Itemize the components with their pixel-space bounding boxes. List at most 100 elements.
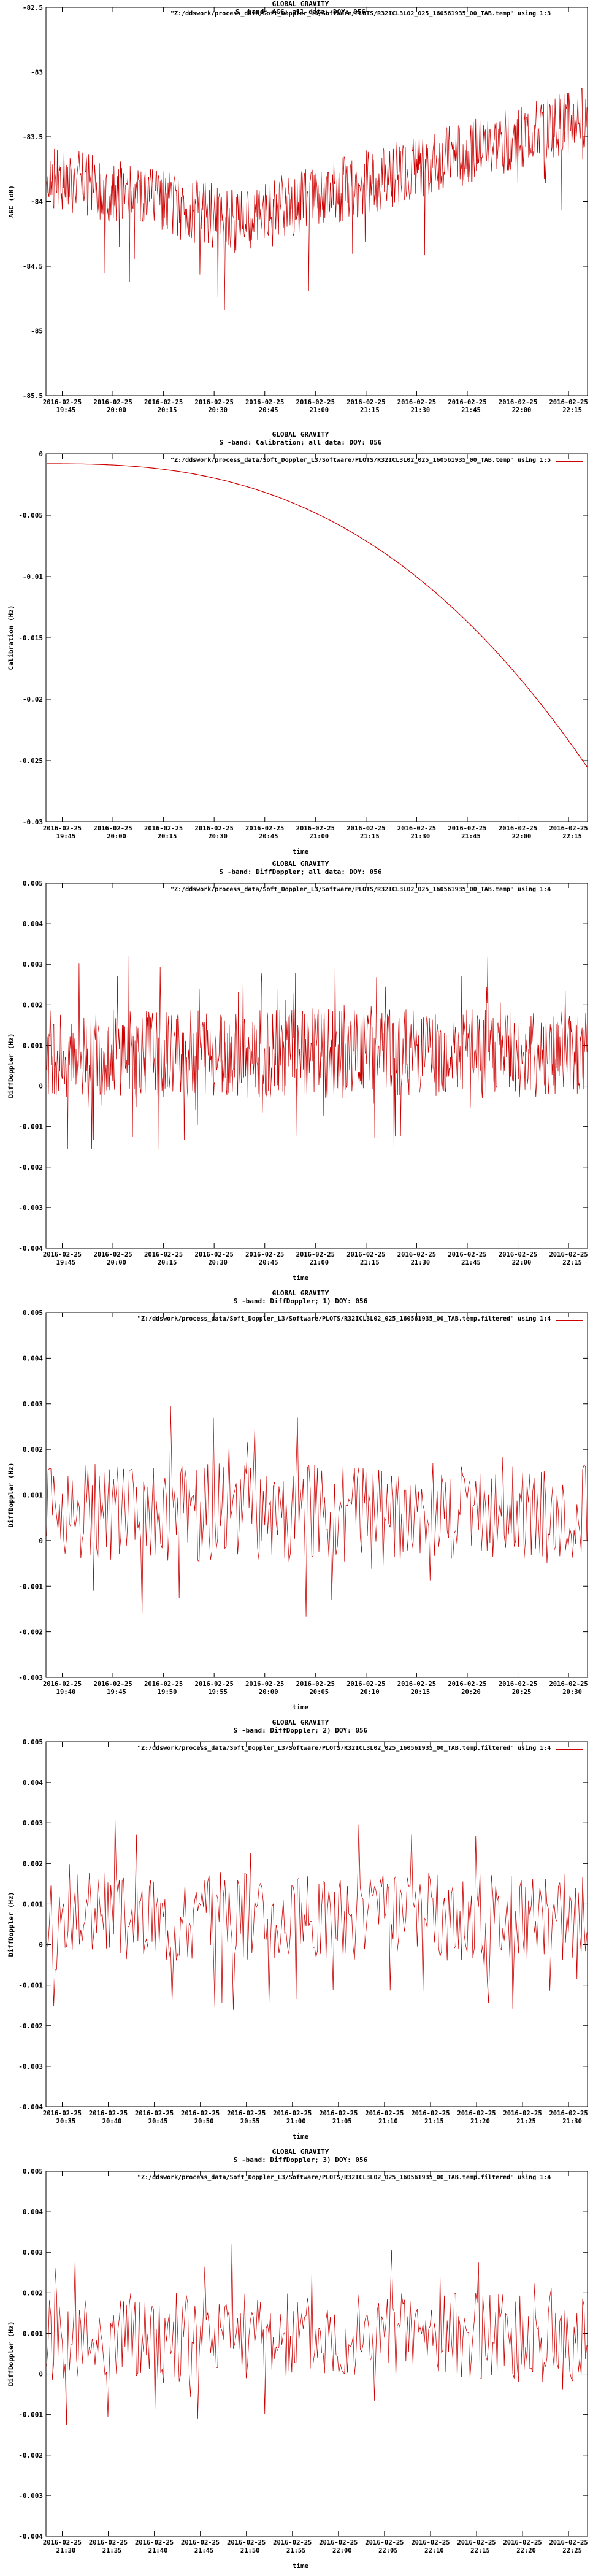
legend-entry: "Z:/ddswork/process_data/Soft_Doppler_L3… xyxy=(170,886,551,893)
x-tick-label: 2016-02-25 xyxy=(296,825,335,832)
y-tick-label: -0.002 xyxy=(18,1628,43,1636)
x-tick-label-time: 21:15 xyxy=(360,1259,380,1267)
y-tick-label: 0.004 xyxy=(23,1779,43,1787)
y-tick-label: 0.001 xyxy=(23,1492,43,1500)
y-tick-label: 0 xyxy=(39,450,43,458)
x-tick-label: 2016-02-25 xyxy=(346,825,385,832)
x-tick-label-time: 21:30 xyxy=(411,407,431,414)
y-tick-label: -0.004 xyxy=(18,1244,43,1252)
x-tick-label: 2016-02-25 xyxy=(448,825,486,832)
x-tick-label-time: 20:55 xyxy=(240,2118,260,2125)
x-tick-label-time: 20:45 xyxy=(259,407,278,414)
x-tick-label-time: 19:45 xyxy=(107,1689,126,1696)
x-tick-label-time: 22:15 xyxy=(562,407,582,414)
y-axis-label: DiffDoppler (Hz) xyxy=(7,2321,15,2386)
chart-title: GLOBAL GRAVITY xyxy=(272,860,329,868)
legend-entry: "Z:/ddswork/process_data/Soft_Doppler_L3… xyxy=(137,1316,551,1322)
x-tick-label-time: 22:15 xyxy=(562,833,582,840)
x-tick-label-time: 20:45 xyxy=(259,833,278,840)
chart-subtitle: S -band: DiffDoppler; 3) DOY: 056 xyxy=(233,2156,368,2164)
x-tick-label-time: 20:00 xyxy=(107,833,126,840)
x-tick-label-time: 21:10 xyxy=(378,2118,398,2125)
x-tick-label: 2016-02-25 xyxy=(245,825,284,832)
x-tick-label: 2016-02-25 xyxy=(549,2539,588,2547)
x-tick-label: 2016-02-25 xyxy=(397,1681,436,1688)
legend-entry: "Z:/ddswork/process_data/Soft_Doppler_L3… xyxy=(137,1745,551,1752)
x-tick-label: 2016-02-25 xyxy=(549,399,588,406)
y-tick-label: -0.003 xyxy=(18,2492,43,2500)
x-tick-label-time: 20:45 xyxy=(259,1259,278,1267)
y-tick-label: 0.003 xyxy=(23,1819,43,1827)
legend-line xyxy=(556,1749,583,1750)
x-tick-label: 2016-02-25 xyxy=(195,399,234,406)
y-tick-label: 0.002 xyxy=(23,1446,43,1454)
x-tick-label-time: 20:00 xyxy=(259,1689,278,1696)
x-tick-label-time: 21:45 xyxy=(194,2547,214,2555)
y-tick-label: -83.5 xyxy=(23,133,43,141)
x-tick-label: 2016-02-25 xyxy=(43,2110,82,2117)
y-tick-label: -0.002 xyxy=(18,2022,43,2030)
plot-frame xyxy=(45,1741,588,2107)
legend-entry: "Z:/ddswork/process_data/Soft_Doppler_L3… xyxy=(137,2174,551,2181)
x-tick-label: 2016-02-25 xyxy=(365,2110,404,2117)
series-line xyxy=(46,1819,588,2010)
chart-title: GLOBAL GRAVITY xyxy=(272,431,329,439)
y-tick-label: -84.5 xyxy=(23,263,43,270)
x-tick-label-time: 19:45 xyxy=(56,1259,76,1267)
y-tick-label: 0.005 xyxy=(23,880,43,887)
x-tick-label: 2016-02-25 xyxy=(346,399,385,406)
x-tick-label-time: 20:15 xyxy=(411,1689,431,1696)
x-tick-label-time: 21:25 xyxy=(516,2118,536,2125)
y-tick-label: 0.002 xyxy=(23,2289,43,2297)
x-axis-label: time xyxy=(292,2133,309,2141)
x-tick-label-time: 20:50 xyxy=(194,2118,214,2125)
x-tick-label-time: 20:30 xyxy=(208,407,228,414)
x-tick-label: 2016-02-25 xyxy=(499,1251,537,1259)
x-tick-label-time: 20:45 xyxy=(148,2118,168,2125)
x-tick-label: 2016-02-25 xyxy=(411,2539,450,2547)
x-tick-label: 2016-02-25 xyxy=(296,1251,335,1259)
x-tick-label: 2016-02-25 xyxy=(499,1681,537,1688)
series-line xyxy=(46,1406,588,1617)
y-tick-label: -0.005 xyxy=(18,512,43,519)
chart-subtitle: S -band: AGC; all data: DOY: 056 xyxy=(235,8,366,16)
chart-title: GLOBAL GRAVITY xyxy=(272,1719,329,1727)
chart-subtitle: S -band: DiffDoppler; all data: DOY: 056 xyxy=(219,868,382,876)
x-tick-label-time: 20:00 xyxy=(107,407,126,414)
x-tick-label: 2016-02-25 xyxy=(89,2110,128,2117)
x-tick-label: 2016-02-25 xyxy=(245,1251,284,1259)
y-tick-label: -83 xyxy=(31,69,43,77)
x-tick-label: 2016-02-25 xyxy=(144,1251,183,1259)
x-tick-label: 2016-02-25 xyxy=(89,2539,128,2547)
x-tick-label-time: 19:40 xyxy=(56,1689,76,1696)
x-tick-label-time: 21:05 xyxy=(332,2118,352,2125)
x-tick-label: 2016-02-25 xyxy=(273,2539,312,2547)
y-tick-label: -0.02 xyxy=(23,696,43,703)
x-tick-label-time: 20:40 xyxy=(102,2118,122,2125)
x-tick-label-time: 20:30 xyxy=(208,833,228,840)
x-tick-label: 2016-02-25 xyxy=(397,399,436,406)
x-tick-label: 2016-02-25 xyxy=(43,1251,82,1259)
x-tick-label: 2016-02-25 xyxy=(346,1681,385,1688)
x-axis-label: time xyxy=(292,2562,309,2570)
y-tick-label: -84 xyxy=(31,198,43,206)
x-tick-label: 2016-02-25 xyxy=(227,2539,266,2547)
x-tick-label: 2016-02-25 xyxy=(448,399,486,406)
x-tick-label-time: 22:00 xyxy=(512,833,532,840)
y-tick-label: 0.002 xyxy=(23,1001,43,1009)
x-tick-label: 2016-02-25 xyxy=(93,825,132,832)
y-tick-label: -0.025 xyxy=(18,757,43,765)
x-tick-label-time: 21:40 xyxy=(148,2547,168,2555)
x-tick-label-time: 21:50 xyxy=(240,2547,260,2555)
y-tick-label: 0.001 xyxy=(23,2329,43,2337)
series-line xyxy=(46,2244,588,2425)
x-tick-label-time: 22:15 xyxy=(470,2547,490,2555)
chart-title: GLOBAL GRAVITY xyxy=(272,2148,329,2156)
y-tick-label: -82.5 xyxy=(23,4,43,12)
y-tick-label: -0.003 xyxy=(18,1674,43,1682)
y-tick-label: 0.004 xyxy=(23,1354,43,1362)
